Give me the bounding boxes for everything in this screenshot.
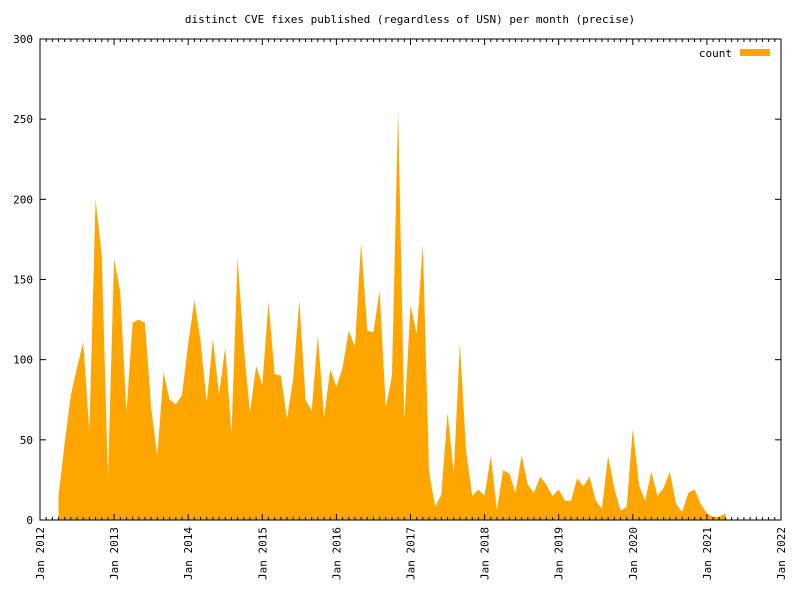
x-tick-label: Jan 2021 <box>701 527 714 580</box>
area-layer <box>58 109 726 521</box>
y-tick-label: 250 <box>13 113 33 126</box>
legend-swatch-count <box>740 49 770 56</box>
x-tick-label: Jan 2022 <box>775 527 788 580</box>
x-tick-label: Jan 2013 <box>108 527 121 580</box>
x-tick-label: Jan 2015 <box>256 527 269 580</box>
chart-title: distinct CVE fixes published (regardless… <box>185 13 635 26</box>
y-tick-label: 100 <box>13 354 33 367</box>
y-tick-label: 150 <box>13 274 33 287</box>
x-tick-label: Jan 2017 <box>405 527 418 580</box>
y-tick-label: 50 <box>20 434 33 447</box>
x-tick-label: Jan 2019 <box>553 527 566 580</box>
x-axis: Jan 2012 Jan 2013 Jan 2014 Jan 2015 Jan 2016… <box>34 39 788 580</box>
legend: count <box>699 47 770 60</box>
y-tick-label: 300 <box>13 33 33 46</box>
x-tick-label: Jan 2020 <box>627 527 640 580</box>
x-tick-label: Jan 2012 <box>34 527 47 580</box>
legend-label-count: count <box>699 47 732 60</box>
y-tick-label: 200 <box>13 193 33 206</box>
y-axis: 0 50 100 150 200 250 300 <box>13 33 781 527</box>
area-series-count <box>58 109 726 521</box>
x-tick-label: Jan 2018 <box>479 527 492 580</box>
x-tick-label: Jan 2016 <box>330 527 343 580</box>
x-tick-label: Jan 2014 <box>182 527 195 580</box>
y-tick-label: 0 <box>26 514 33 527</box>
